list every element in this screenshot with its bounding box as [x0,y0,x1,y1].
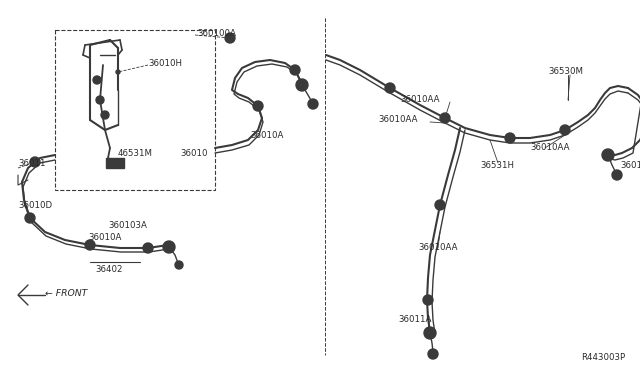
Circle shape [116,70,120,74]
Circle shape [505,133,515,143]
Circle shape [30,157,40,167]
Circle shape [296,79,308,91]
Circle shape [253,101,263,111]
Circle shape [385,83,395,93]
Circle shape [85,240,95,250]
Circle shape [163,241,175,253]
Circle shape [612,170,622,180]
Text: 36531H: 36531H [480,160,514,170]
Circle shape [96,96,104,104]
Text: 36010AA: 36010AA [530,144,570,153]
Text: 36011A: 36011A [398,315,431,324]
Circle shape [560,125,570,135]
Bar [106,158,124,168]
Text: 36530M: 36530M [548,67,583,77]
Circle shape [423,295,433,305]
Text: 36010A: 36010A [250,131,284,140]
Text: 36010A: 36010A [88,234,122,243]
Text: R443003P: R443003P [581,353,625,362]
Text: 36010AA: 36010AA [418,244,458,253]
Circle shape [428,349,438,359]
Circle shape [290,65,300,75]
Circle shape [424,327,436,339]
Text: 36010AA: 36010AA [378,115,417,125]
Circle shape [143,243,153,253]
Text: 36010H: 36010H [148,58,182,67]
Circle shape [602,149,614,161]
Text: 36011: 36011 [18,158,45,167]
Circle shape [225,33,235,43]
Bar [55,30,215,190]
Circle shape [175,261,183,269]
Circle shape [308,99,318,109]
Circle shape [440,113,450,123]
Circle shape [101,111,109,119]
Text: 36010D: 36010D [18,201,52,209]
Text: 360103A: 360103A [108,221,147,230]
Text: 360100A: 360100A [197,29,236,38]
Text: 36010: 36010 [180,148,207,157]
Text: 36011A: 36011A [620,160,640,170]
Text: 36010AA: 36010AA [400,96,440,105]
Circle shape [93,76,101,84]
Circle shape [435,200,445,210]
Text: 46531M: 46531M [118,148,153,157]
Circle shape [25,213,35,223]
Text: 36402: 36402 [95,266,122,275]
Text: ← FRONT: ← FRONT [45,289,87,298]
